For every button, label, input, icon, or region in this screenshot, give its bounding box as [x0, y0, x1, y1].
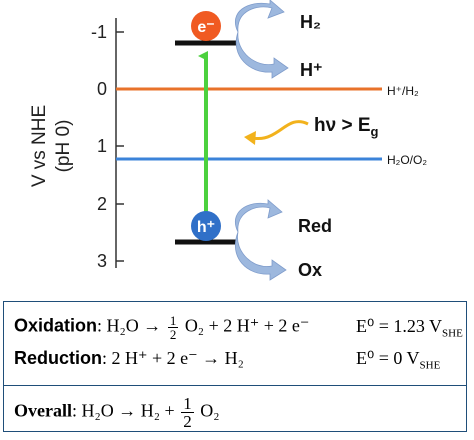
overall-lhs: H₂O → H₂ + [81, 400, 175, 421]
oxidation-lhs: H₂O → [106, 315, 162, 336]
oxidation-potential: E⁰ = 1.23 VSHE [356, 316, 463, 340]
photon-arrow [251, 120, 309, 141]
electron-circle [191, 11, 221, 41]
tick-label: 0 [97, 79, 107, 99]
tick-label: 3 [97, 251, 107, 271]
h2-product-label: H₂ [300, 12, 321, 32]
axis-title: V vs NHE [29, 105, 50, 187]
oxidation-curved-arrow [235, 199, 287, 281]
ox-label: Ox [298, 260, 322, 280]
h-h2-level-label: H⁺/H₂ [387, 84, 419, 98]
axis-subtitle: (pH 0) [53, 120, 74, 173]
reduction-equation: Reduction: 2 H⁺ + 2 e⁻ → H₂ [14, 348, 244, 368]
axis-ticks [116, 31, 124, 262]
hole-label: h⁺ [197, 219, 215, 236]
hplus-reactant-label: H⁺ [300, 60, 323, 80]
band-diagram: -1 0 1 2 3 V vs NHE (pH 0) H⁺/H₂ H₂O/O₂ … [29, 0, 427, 281]
red-label: Red [298, 216, 332, 236]
equations-divider [4, 385, 466, 386]
reduction-potential: E⁰ = 0 VSHE [356, 348, 441, 372]
overall-label: Overall [14, 400, 72, 421]
tick-label: -1 [91, 22, 107, 42]
oxidation-label: Oxidation [14, 315, 98, 336]
photon-energy-label: hν > Eg [314, 115, 379, 139]
oxidation-rhs: O₂ + 2 H⁺ + 2 e⁻ [184, 315, 310, 336]
overall-rhs: O₂ [200, 400, 220, 421]
tick-label: 1 [97, 136, 107, 156]
tick-label: 2 [97, 194, 107, 214]
photon-arrowhead [244, 131, 256, 145]
electron-label: e⁻ [197, 19, 214, 36]
reduction-curved-arrow [235, 0, 289, 79]
reduction-body: 2 H⁺ + 2 e⁻ → H₂ [111, 348, 244, 368]
hole-circle [191, 211, 221, 241]
h2o-o2-level-label: H₂O/O₂ [387, 153, 427, 167]
reduction-label: Reduction [14, 348, 102, 368]
